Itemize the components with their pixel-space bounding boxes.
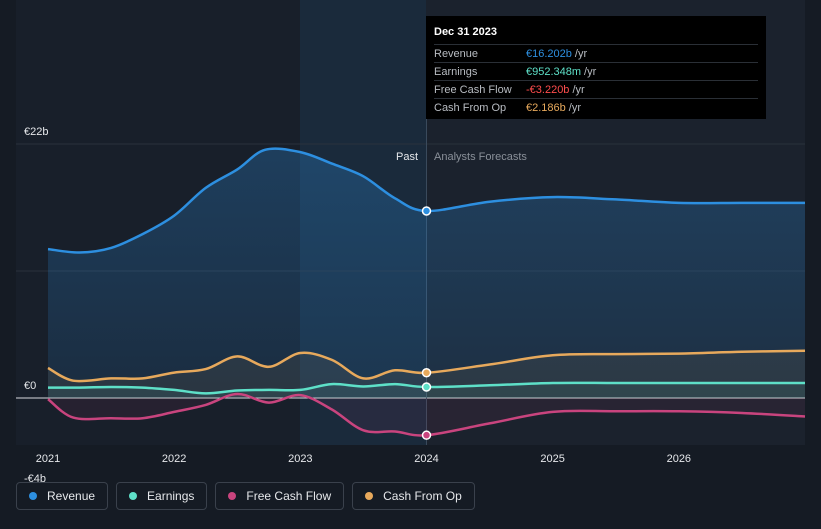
earnings-line <box>47 381 805 395</box>
tooltip-unit: /yr <box>568 101 581 114</box>
fcf-area <box>48 393 805 436</box>
tooltip-label: Revenue <box>434 47 479 60</box>
legend-label: Cash From Op <box>383 489 462 503</box>
x-tick-label: 2025 <box>540 453 564 465</box>
tooltip-label: Free Cash Flow <box>434 83 512 96</box>
tooltip-row-cfo: Cash From Op €2.186b /yr <box>434 98 758 116</box>
legend-item-revenue[interactable]: Revenue <box>16 482 109 510</box>
tooltip-label: Cash From Op <box>434 101 507 114</box>
y-tick-label: €0 <box>24 380 36 392</box>
x-tick-label: 2024 <box>414 453 438 465</box>
legend-label: Earnings <box>147 489 195 503</box>
tooltip-row-revenue: Revenue €16.202b /yr <box>434 44 758 62</box>
cfo-marker <box>421 368 432 378</box>
legend-label: Free Cash Flow <box>246 489 332 503</box>
fcf-marker <box>421 430 432 440</box>
free-cash-flow-dot-icon <box>228 492 237 500</box>
y-tick-label: €22b <box>24 126 48 138</box>
tooltip-unit: /yr <box>574 47 588 60</box>
tooltip-value: -€3.220b <box>526 83 570 96</box>
x-tick-label: 2026 <box>667 453 691 465</box>
legend-item-earnings[interactable]: Earnings <box>116 482 208 510</box>
revenue-marker <box>421 206 432 216</box>
cash-from-op-dot-icon <box>365 492 374 500</box>
tooltip: Dec 31 2023 Revenue €16.202b /yr Earning… <box>426 16 766 119</box>
tooltip-value: €16.202b <box>526 47 572 60</box>
revenue-dot-icon <box>29 492 37 500</box>
legend-label: Revenue <box>47 489 96 503</box>
revenue-area <box>48 148 805 398</box>
forecast-label: Analysts Forecasts <box>434 151 527 163</box>
fcf-line <box>47 392 806 437</box>
past-label: Past <box>396 151 418 163</box>
x-tick-label: 2022 <box>162 453 186 465</box>
tooltip-value: €952.348m <box>526 65 582 78</box>
tooltip-value: €2.186b <box>526 101 566 114</box>
legend-item-cash-from-op[interactable]: Cash From Op <box>352 482 475 510</box>
cfo-line <box>47 349 806 383</box>
revenue-line <box>47 147 805 254</box>
tooltip-label: Earnings <box>434 65 478 78</box>
tooltip-row-fcf: Free Cash Flow -€3.220b /yr <box>434 80 758 98</box>
tooltip-row-earnings: Earnings €952.348m /yr <box>434 62 758 80</box>
earnings-marker <box>421 382 432 392</box>
x-tick-label: 2023 <box>288 453 312 465</box>
earnings-dot-icon <box>129 492 138 500</box>
tooltip-date: Dec 31 2023 <box>434 26 497 38</box>
legend-item-free-cash-flow[interactable]: Free Cash Flow <box>215 482 345 510</box>
legend: Revenue Earnings Free Cash Flow Cash Fro… <box>16 482 475 510</box>
x-tick-label: 2021 <box>36 453 60 465</box>
tooltip-unit: /yr <box>572 83 585 96</box>
tooltip-unit: /yr <box>584 65 597 78</box>
